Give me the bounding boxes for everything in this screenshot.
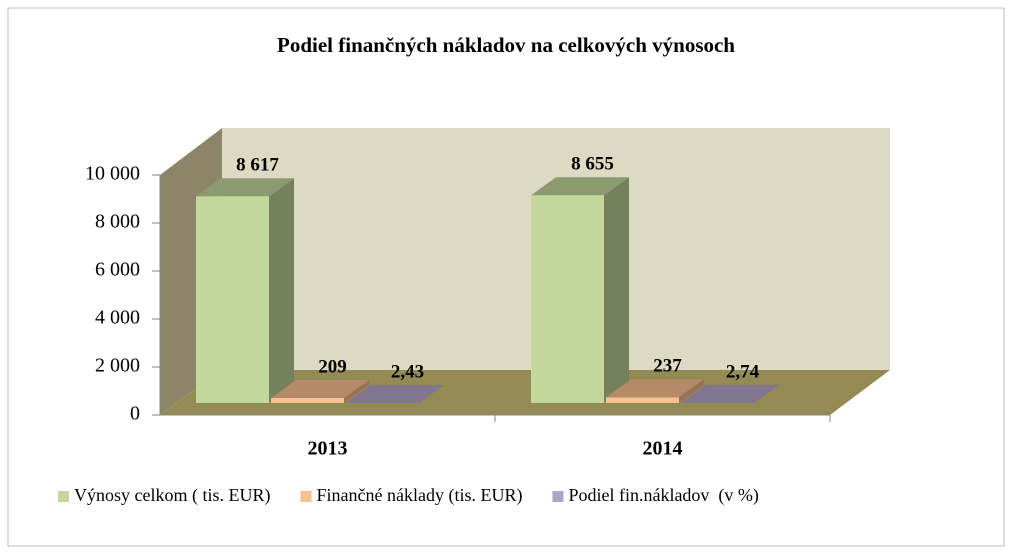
legend-swatch bbox=[58, 491, 69, 502]
y-tick-label: 10 000 bbox=[85, 163, 140, 185]
bar-top bbox=[681, 384, 779, 403]
x-tick-label: 2013 bbox=[308, 438, 348, 460]
bar-top bbox=[606, 379, 704, 398]
bar-side bbox=[754, 384, 779, 403]
value-label: 237 bbox=[653, 356, 682, 377]
bar-top bbox=[271, 379, 369, 398]
value-label: 8 655 bbox=[571, 154, 614, 175]
bar-side bbox=[269, 178, 294, 403]
bar bbox=[531, 195, 604, 403]
legend-label: Podiel fin.nákladov (v %) bbox=[568, 485, 758, 506]
bar-side bbox=[604, 177, 629, 403]
y-tick-label: 2 000 bbox=[95, 355, 140, 377]
legend-swatch bbox=[300, 491, 312, 502]
legend-label: Výnosy celkom ( tis. EUR) bbox=[74, 485, 270, 506]
bar-side bbox=[679, 379, 704, 403]
bar bbox=[606, 397, 679, 403]
bar-side bbox=[419, 384, 444, 403]
x-tick-label: 2014 bbox=[643, 438, 683, 460]
value-label: 2,74 bbox=[726, 361, 760, 382]
legend-label: Finančné náklady (tis. EUR) bbox=[316, 485, 522, 506]
y-tick-label: 8 000 bbox=[95, 211, 140, 233]
y-tick-label: 6 000 bbox=[95, 259, 140, 281]
legend-swatch bbox=[552, 491, 564, 502]
bar-top bbox=[346, 384, 444, 403]
chart-title: Podiel finančných nákladov na celkových … bbox=[277, 33, 735, 57]
y-tick-label: 4 000 bbox=[95, 307, 140, 329]
value-label: 8 617 bbox=[236, 155, 279, 176]
bar bbox=[271, 397, 344, 403]
value-label: 2,43 bbox=[391, 361, 424, 382]
bar bbox=[196, 196, 269, 403]
y-tick-label: 0 bbox=[130, 403, 140, 425]
value-label: 209 bbox=[318, 356, 347, 377]
bar-side bbox=[344, 379, 369, 403]
bar-top bbox=[196, 178, 294, 197]
bar-top bbox=[531, 177, 629, 196]
